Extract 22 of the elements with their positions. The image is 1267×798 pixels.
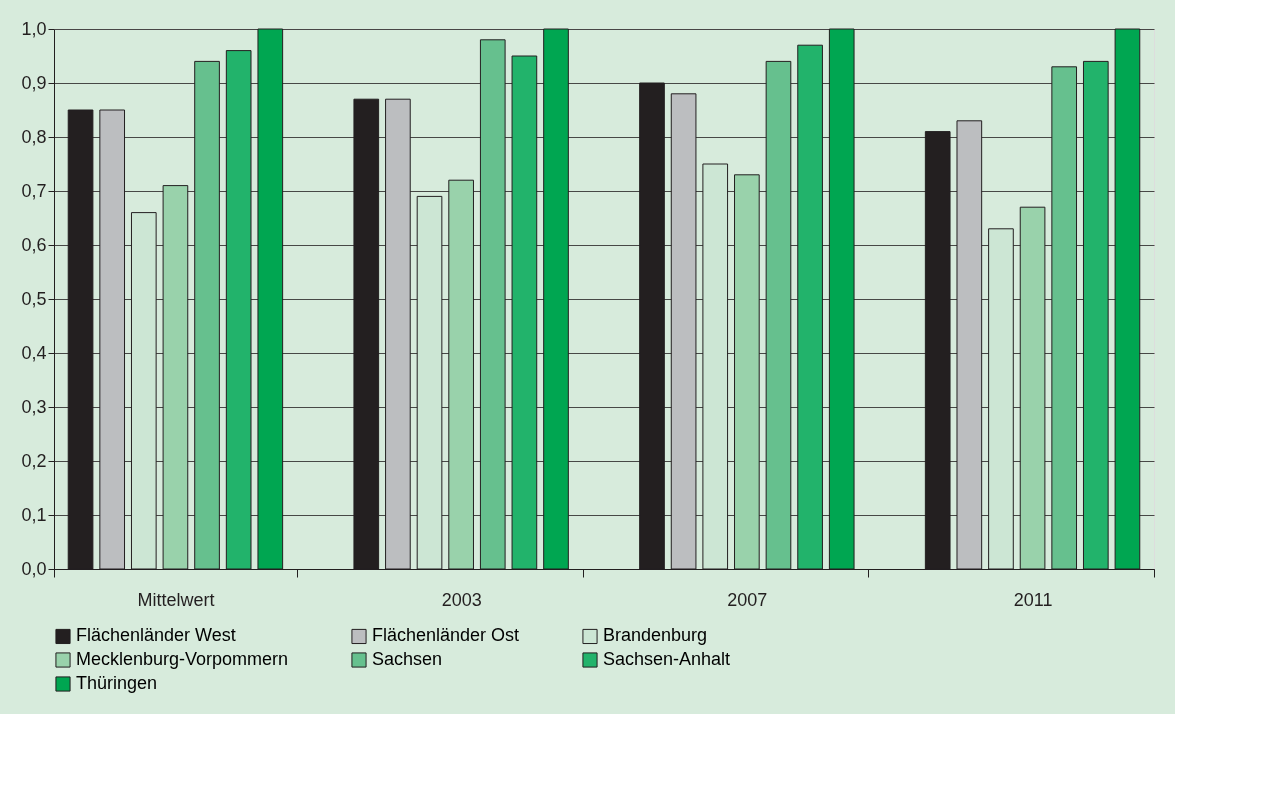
y-tick-label: 0,4 [21, 342, 47, 363]
y-tick-label: 1,0 [21, 18, 47, 39]
legend-label: Flächenländer West [76, 625, 236, 646]
legend-label: Sachsen-Anhalt [603, 649, 731, 669]
y-tick-label: 0,2 [21, 450, 47, 471]
legend-label: Thüringen [76, 673, 158, 693]
x-tick-label: 2003 [441, 589, 482, 610]
legend-label: Brandenburg [603, 625, 708, 646]
y-tick-label: 0,9 [21, 72, 47, 93]
legend-label: Mecklenburg-Vorpommern [76, 649, 289, 669]
y-tick-label: 0,8 [21, 126, 47, 147]
y-tick-label: 0,1 [21, 504, 47, 525]
y-tick-label: 0,6 [21, 234, 47, 255]
y-tick-label: 0,3 [21, 396, 47, 417]
legend-label: Sachsen [372, 649, 443, 669]
x-tick-label: 2011 [1013, 589, 1053, 610]
y-tick-label: 0,0 [21, 558, 47, 579]
y-tick-label: 0,7 [21, 180, 47, 201]
legend-label: Flächenländer Ost [372, 625, 520, 646]
x-tick-label: 2007 [727, 589, 768, 610]
x-tick-label: Mittelwert [137, 589, 215, 610]
y-tick-label: 0,5 [21, 288, 47, 309]
